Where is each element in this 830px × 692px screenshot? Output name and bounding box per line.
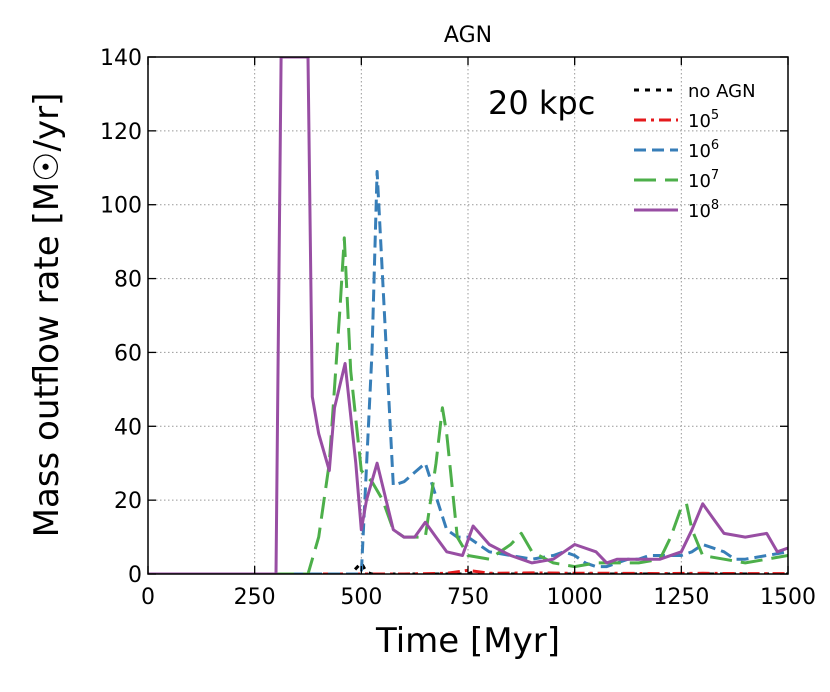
y-tick-label: 20 [114,489,142,514]
y-tick-label: 80 [114,268,142,293]
grid [148,57,788,574]
x-tick-label: 1000 [547,585,603,610]
series-group [148,57,788,574]
legend-label: 107 [688,168,719,192]
x-tick-label: 750 [447,585,489,610]
x-tick-label: 500 [340,585,382,610]
x-tick-label: 0 [141,585,155,610]
y-tick-label: 40 [114,415,142,440]
panel-annotation: 20 kpc [488,84,595,122]
legend-label: 105 [688,108,719,132]
x-tick-label: 250 [234,585,276,610]
y-tick-label: 140 [100,46,142,71]
x-axis-title: Time [Myr] [375,621,560,661]
y-tick-label: 60 [114,341,142,366]
series-line [148,57,788,574]
x-tick-label: 1250 [653,585,709,610]
legend-label: 106 [688,138,719,162]
y-tick-label: 120 [100,120,142,145]
plot-frame [147,56,789,575]
x-tick-label: 1500 [760,585,816,610]
series-line [148,170,788,574]
y-axis-title: Mass outflow rate [M☉/yr] [27,93,67,538]
chart-title: AGN [444,23,492,48]
ticks: 0 250 500 750 1000 1250 1500 0 20 40 60 80 100 120 140 [100,46,816,610]
series-line [148,236,788,574]
y-tick-label: 0 [128,563,142,588]
legend-label: no AGN [688,81,756,102]
legend-label: 108 [688,198,719,222]
legend: no AGN 105 106 107 108 [634,81,756,222]
y-tick-label: 100 [100,194,142,219]
